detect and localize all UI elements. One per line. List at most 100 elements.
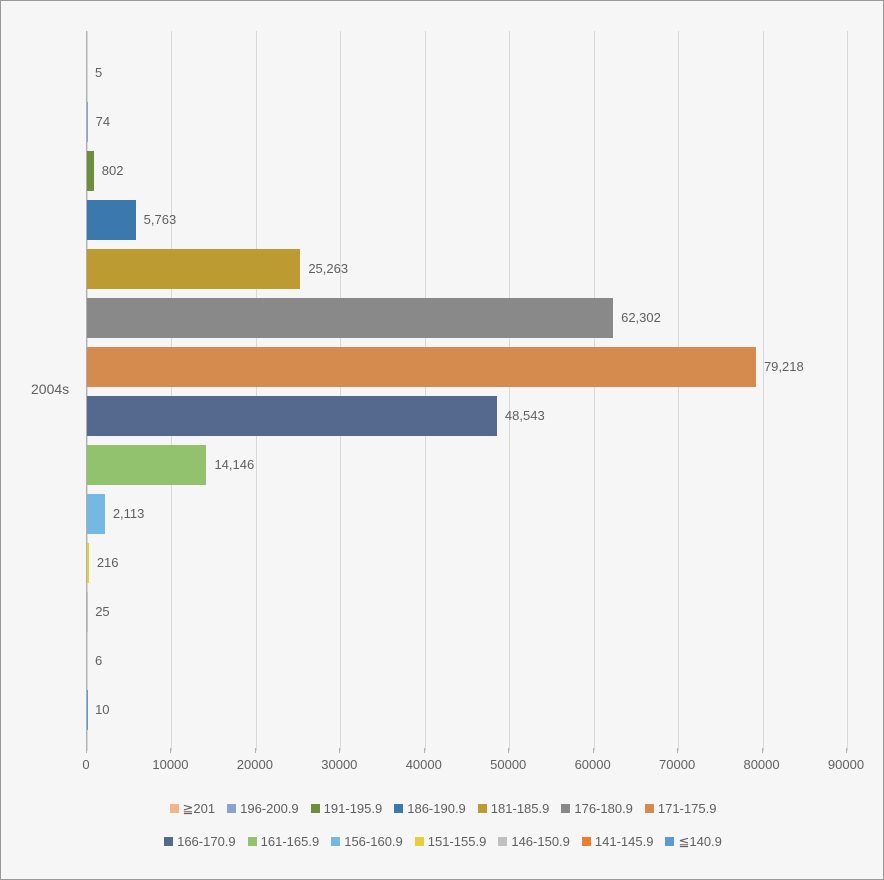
legend-item: 141-145.9: [582, 830, 654, 853]
legend-swatch: [582, 837, 591, 846]
grid-line: [678, 31, 679, 751]
x-tick-label: 70000: [659, 757, 695, 772]
y-category-label: 2004s: [31, 381, 69, 397]
x-tick-mark: [677, 748, 678, 753]
bar: [87, 249, 300, 289]
bar-value-label: 48,543: [505, 408, 545, 423]
legend-label: 196-200.9: [240, 797, 299, 820]
x-tick-label: 40000: [406, 757, 442, 772]
x-tick-mark: [508, 748, 509, 753]
bar-row: 2,113: [87, 494, 144, 534]
legend-label: 151-155.9: [428, 830, 487, 853]
legend-swatch: [164, 837, 173, 846]
bar: [87, 445, 206, 485]
legend-swatch: [170, 804, 179, 813]
bar-value-label: 6: [95, 653, 102, 668]
bar: [87, 396, 497, 436]
legend-row: 166-170.9 161-165.9 156-160.9 151-155.9 146-…: [41, 828, 845, 857]
bar-row: 216: [87, 543, 119, 583]
x-tick-label: 50000: [490, 757, 526, 772]
legend-item: 161-165.9: [248, 830, 320, 853]
legend-label: 166-170.9: [177, 830, 236, 853]
bar-row: 5,763: [87, 200, 176, 240]
legend-label: 181-185.9: [491, 797, 550, 820]
legend-swatch: [227, 804, 236, 813]
x-tick-mark: [339, 748, 340, 753]
grid-line: [425, 31, 426, 751]
legend-swatch: [331, 837, 340, 846]
bar-row: 5: [87, 53, 102, 93]
grid-line: [763, 31, 764, 751]
legend-swatch: [498, 837, 507, 846]
x-tick-mark: [424, 748, 425, 753]
x-tick-label: 10000: [152, 757, 188, 772]
grid-line: [171, 31, 172, 751]
x-tick-mark: [593, 748, 594, 753]
bar: [87, 298, 613, 338]
bar: [87, 151, 94, 191]
bar-row: 79,218: [87, 347, 804, 387]
bar-row: 74: [87, 102, 110, 142]
x-tick-mark: [762, 748, 763, 753]
legend-label: 141-145.9: [595, 830, 654, 853]
legend-label: 146-150.9: [511, 830, 570, 853]
bar: [87, 200, 136, 240]
legend-swatch: [311, 804, 320, 813]
legend-label: ≦140.9: [678, 830, 721, 853]
legend-label: 191-195.9: [324, 797, 383, 820]
bar-value-label: 10: [95, 702, 109, 717]
legend-label: 171-175.9: [658, 797, 717, 820]
legend-item: ≧201: [170, 797, 216, 820]
x-tick-mark: [86, 748, 87, 753]
bar-row: 14,146: [87, 445, 254, 485]
bar-value-label: 14,146: [214, 457, 254, 472]
plot-area: 5 74 802 5,763 25,263 62,302 79,218 48,543 14,14…: [86, 31, 846, 751]
grid-line: [594, 31, 595, 751]
bar-row: 802: [87, 151, 123, 191]
legend-row: ≧201 196-200.9 191-195.9 186-190.9 181-185.9…: [41, 795, 845, 824]
grid-line: [847, 31, 848, 751]
bar-row: 25: [87, 592, 110, 632]
bar-row: 10: [87, 690, 110, 730]
bar: [87, 102, 88, 142]
bar: [87, 543, 89, 583]
x-tick-label: 80000: [743, 757, 779, 772]
legend-swatch: [394, 804, 403, 813]
bar-value-label: 25: [95, 604, 109, 619]
legend-item: 191-195.9: [311, 797, 383, 820]
bar-value-label: 62,302: [621, 310, 661, 325]
legend-item: 146-150.9: [498, 830, 570, 853]
bar-value-label: 25,263: [308, 261, 348, 276]
legend-item: 181-185.9: [478, 797, 550, 820]
x-axis: 0100002000030000400005000060000700008000…: [86, 753, 846, 773]
bar-value-label: 5,763: [144, 212, 177, 227]
x-tick-label: 20000: [237, 757, 273, 772]
legend-label: 186-190.9: [407, 797, 466, 820]
x-tick-label: 60000: [575, 757, 611, 772]
grid-line: [340, 31, 341, 751]
legend-swatch: [645, 804, 654, 813]
bar-value-label: 74: [96, 114, 110, 129]
bar: [87, 494, 105, 534]
bar-value-label: 802: [102, 163, 124, 178]
legend-swatch: [478, 804, 487, 813]
bar-value-label: 2,113: [113, 506, 145, 521]
legend-label: 156-160.9: [344, 830, 403, 853]
legend-item: 151-155.9: [415, 830, 487, 853]
legend-item: 171-175.9: [645, 797, 717, 820]
x-tick-mark: [255, 748, 256, 753]
bar-row: 48,543: [87, 396, 545, 436]
legend-label: ≧201: [183, 797, 216, 820]
legend-label: 176-180.9: [574, 797, 633, 820]
legend-item: 186-190.9: [394, 797, 466, 820]
x-tick-label: 0: [82, 757, 89, 772]
legend-label: 161-165.9: [261, 830, 320, 853]
bar: [87, 347, 756, 387]
legend-swatch: [415, 837, 424, 846]
bar-row: 25,263: [87, 249, 348, 289]
x-tick-label: 90000: [828, 757, 864, 772]
legend-item: 156-160.9: [331, 830, 403, 853]
legend-swatch: [665, 837, 674, 846]
legend-item: ≦140.9: [665, 830, 721, 853]
legend-item: 196-200.9: [227, 797, 299, 820]
